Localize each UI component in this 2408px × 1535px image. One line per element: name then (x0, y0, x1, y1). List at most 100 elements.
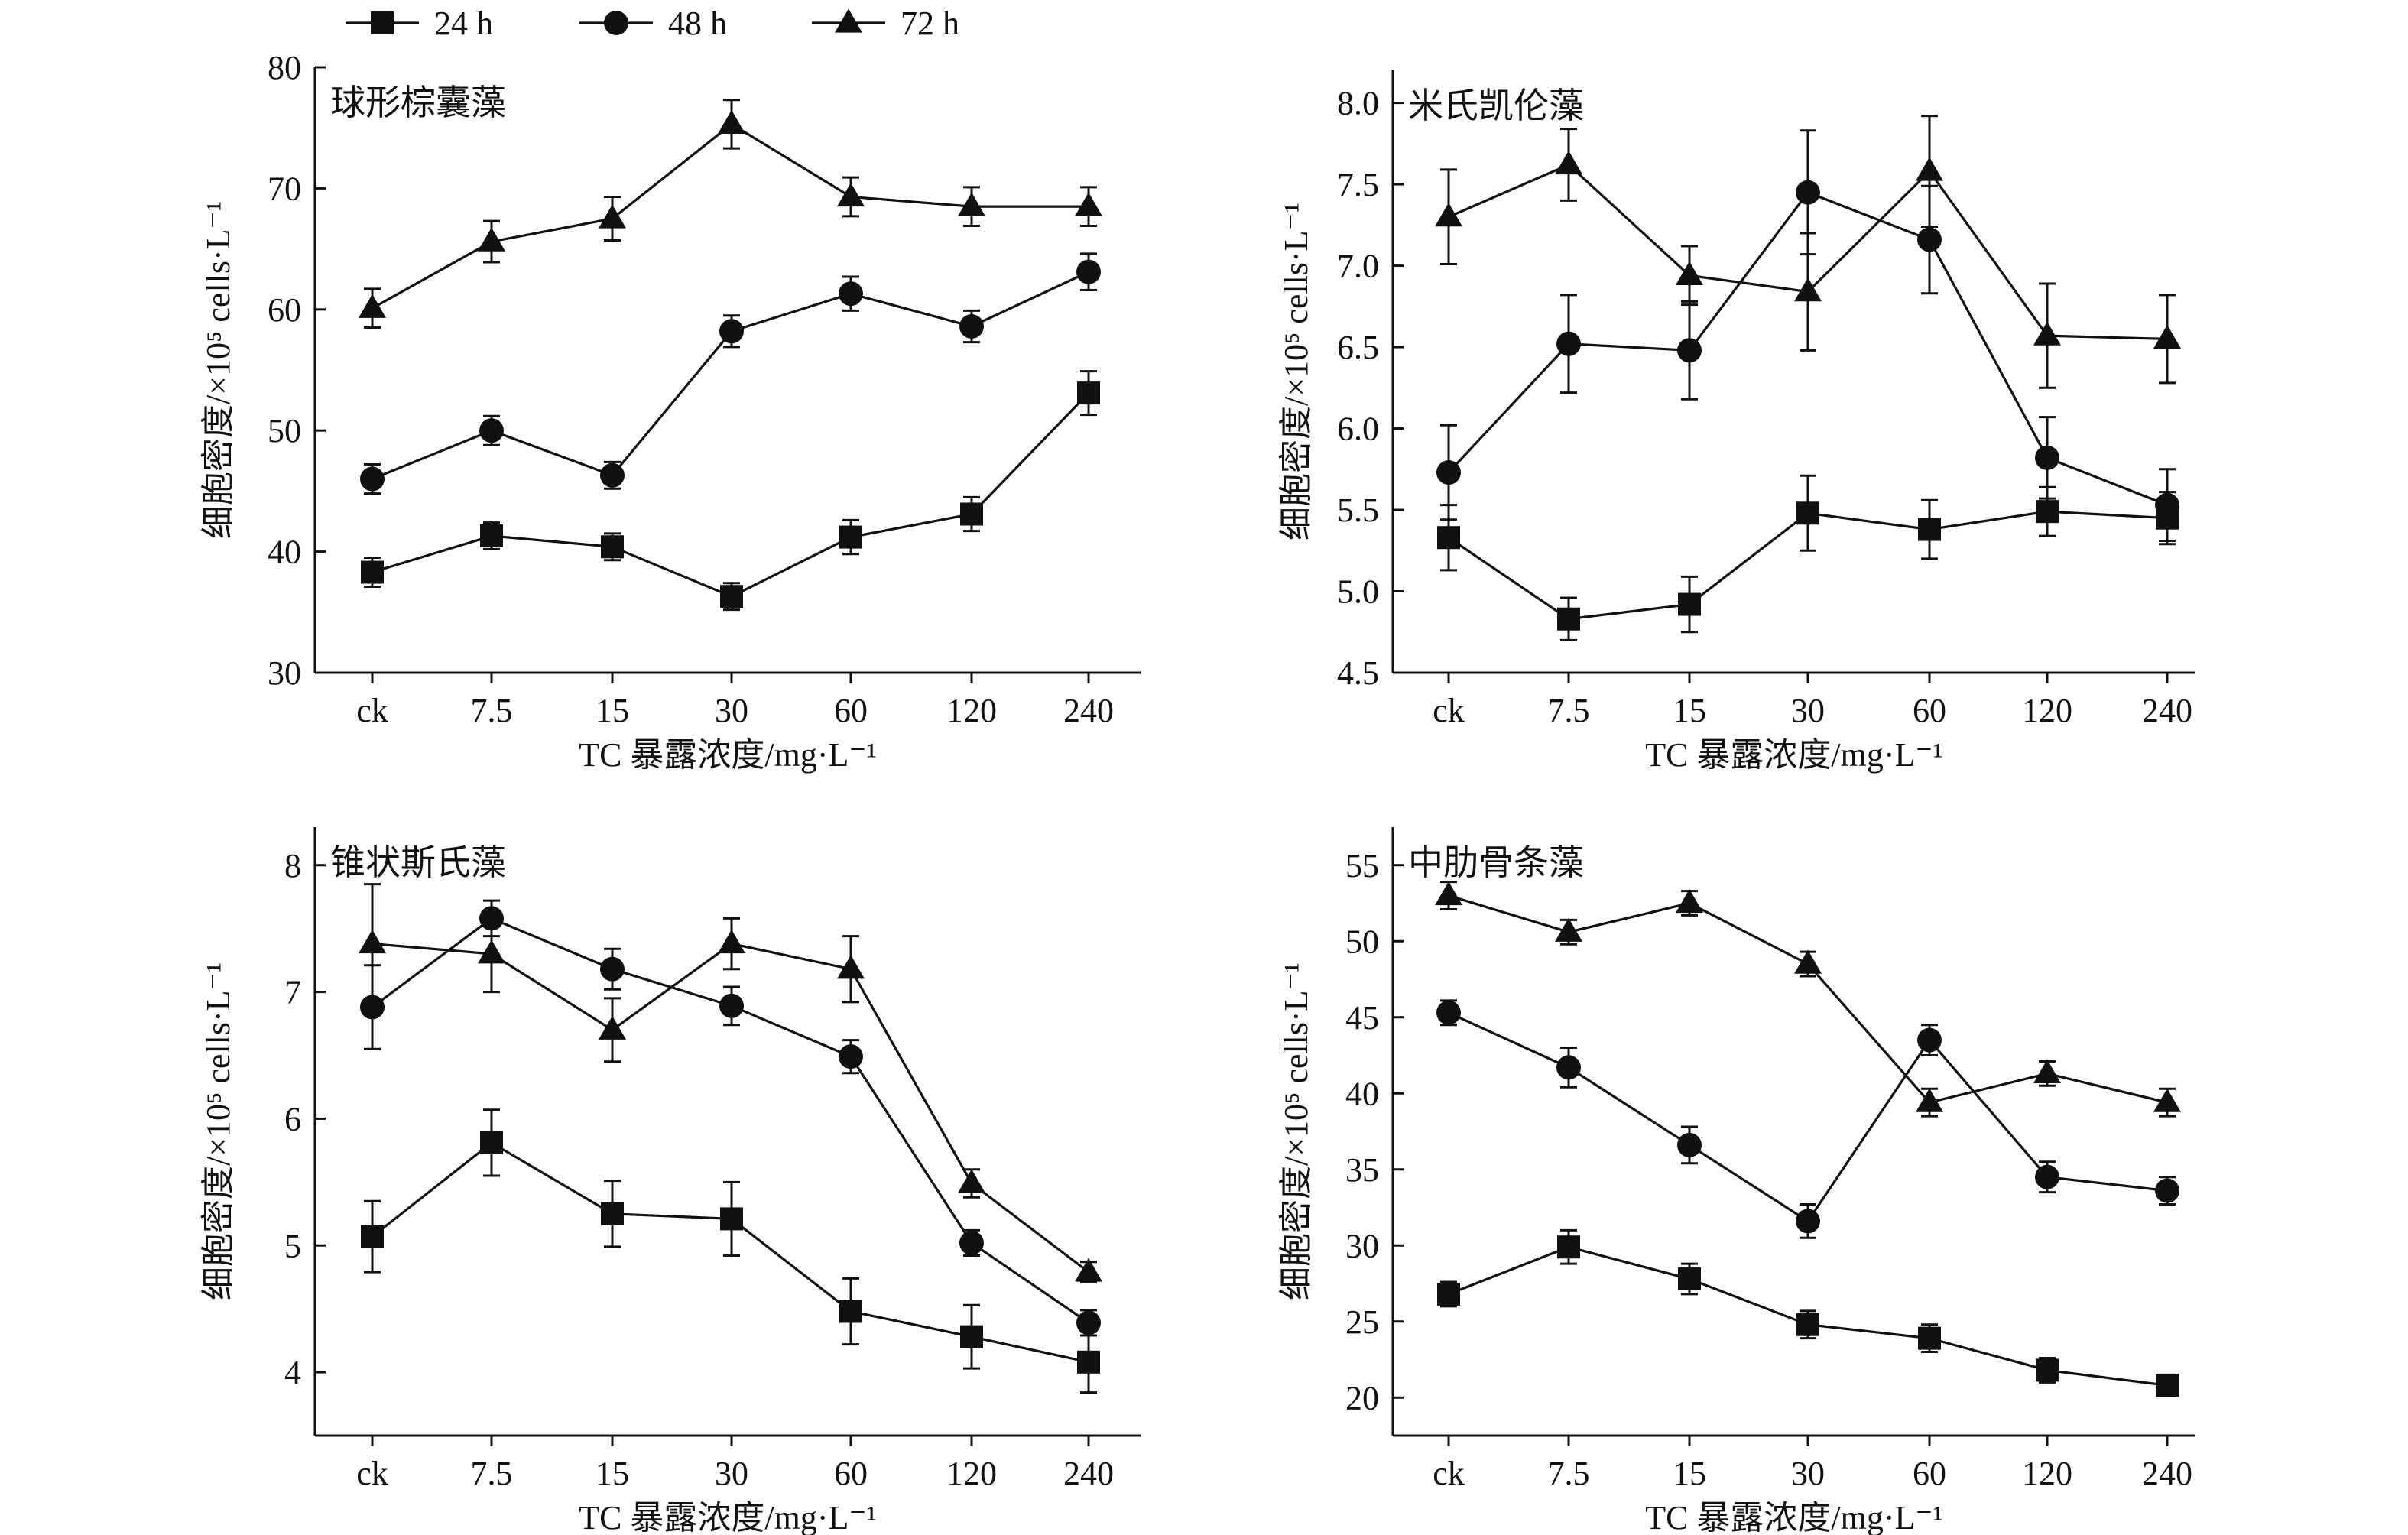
y-tick-label: 70 (268, 170, 301, 207)
data-point (478, 227, 505, 252)
y-tick-label: 8.0 (1337, 85, 1379, 122)
series-72h (359, 99, 1102, 329)
x-tick-label: 120 (2022, 1455, 2072, 1492)
y-tick-label: 5.5 (1337, 492, 1379, 529)
panel-title: 锥状斯氏藻 (330, 842, 506, 883)
data-point (2153, 324, 2181, 349)
y-tick-label: 60 (268, 291, 301, 329)
data-point (1677, 1132, 1702, 1157)
x-tick-label: 240 (1063, 692, 1114, 729)
panel-title: 球形棕囊藻 (330, 82, 506, 123)
x-tick-label: 15 (596, 692, 629, 729)
legend-marker (604, 11, 628, 35)
data-point (1916, 157, 1943, 181)
data-point (1918, 518, 1941, 541)
y-tick-label: 7 (284, 974, 301, 1011)
series-24h (1437, 1228, 2179, 1397)
series-24h (1437, 474, 2179, 641)
data-point (1077, 1350, 1100, 1374)
y-tick-label: 7.0 (1337, 248, 1379, 285)
data-point (1676, 261, 1703, 285)
data-point (718, 109, 745, 135)
legend-label: 24 h (434, 5, 493, 42)
data-point (601, 1202, 624, 1225)
x-tick-label: ck (1433, 692, 1465, 729)
data-point (361, 1225, 384, 1248)
y-axis-label: 细胞密度/×10⁵ cells·L⁻¹ (200, 962, 237, 1300)
data-point (1678, 592, 1701, 616)
x-tick-label: 60 (1913, 692, 1946, 729)
x-tick-label: 30 (715, 692, 748, 729)
panel-title: 米氏凯伦藻 (1408, 85, 1584, 126)
y-tick-label: 50 (1345, 923, 1379, 960)
data-point (1435, 881, 1462, 906)
data-point (1435, 203, 1462, 227)
data-point (359, 294, 386, 318)
series-72h (359, 883, 1102, 1283)
data-point (1796, 1313, 1819, 1336)
data-point (1077, 381, 1100, 405)
series-24h (361, 370, 1100, 612)
y-tick-label: 7.5 (1337, 166, 1379, 203)
series-24h (361, 1108, 1100, 1394)
chart-panel-4: 20 25 30 35 40 45 50 55 ck 7.5 15 30 60 120 240 TC 暴露浓度… (1277, 827, 2195, 1535)
x-tick-label: 30 (715, 1455, 748, 1492)
y-tick-label: 45 (1345, 999, 1379, 1037)
x-tick-label: 15 (596, 1455, 629, 1492)
y-axis-label: 细胞密度/×10⁵ cells·L⁻¹ (200, 201, 237, 539)
data-point (480, 1131, 503, 1154)
legend-marker (371, 11, 394, 34)
data-point (2036, 500, 2059, 524)
data-point (478, 939, 505, 964)
y-axis-label: 细胞密度/×10⁵ cells·L⁻¹ (1277, 203, 1315, 540)
data-point (719, 319, 744, 344)
panel-title: 中肋骨条藻 (1408, 842, 1584, 883)
series-72h (1435, 881, 2181, 1118)
x-axis-label: TC 暴露浓度/mg·L⁻¹ (579, 1499, 877, 1535)
data-point (600, 462, 625, 488)
data-point (1437, 526, 1460, 550)
series-72h (1435, 115, 2181, 389)
x-axis-label: TC 暴露浓度/mg·L⁻¹ (579, 736, 877, 774)
data-point (2153, 1088, 2181, 1112)
data-point (1917, 1027, 1942, 1053)
data-point (1555, 150, 1582, 175)
legend: 24 h 48 h 72 h (346, 5, 959, 42)
data-point (1076, 259, 1101, 284)
data-point (1916, 1088, 1943, 1112)
x-axis-label: TC 暴露浓度/mg·L⁻¹ (1645, 736, 1943, 774)
y-axis-label: 细胞密度/×10⁵ cells·L⁻¹ (1277, 962, 1315, 1300)
x-tick-label: 120 (2022, 692, 2072, 729)
data-point (718, 929, 745, 954)
data-point (1556, 1055, 1581, 1080)
data-point (958, 192, 985, 216)
y-tick-label: 40 (268, 534, 301, 571)
x-tick-label: 120 (946, 1455, 997, 1492)
data-point (960, 502, 983, 526)
y-tick-label: 20 (1345, 1379, 1379, 1417)
data-point (599, 1015, 626, 1040)
data-point (2156, 1374, 2179, 1397)
series-48h (360, 899, 1101, 1337)
x-tick-label: 60 (1913, 1455, 1946, 1492)
data-point (2033, 1059, 2061, 1083)
data-point (837, 955, 865, 979)
chart-panel-1: 30 40 50 60 70 80 ck 7.5 15 30 60 120 240 TC 暴露浓度/mg·… (200, 49, 1141, 774)
data-point (479, 418, 504, 443)
y-tick-label: 40 (1345, 1075, 1379, 1112)
data-point (2155, 1178, 2179, 1203)
series-line (372, 917, 1089, 1324)
data-point (1437, 1282, 1460, 1306)
y-tick-label: 5 (284, 1227, 301, 1264)
x-tick-label: 60 (834, 692, 868, 729)
x-tick-label: 60 (834, 1455, 868, 1492)
legend-item-72h: 72 h (812, 5, 959, 42)
series-48h (360, 252, 1101, 495)
data-point (2035, 1164, 2059, 1189)
series-line (1448, 1011, 2168, 1223)
x-tick-label: 120 (946, 692, 997, 729)
series-48h (1436, 999, 2179, 1239)
chart-panel-3: 4 5 6 7 8 ck 7.5 15 30 60 120 240 TC 暴露浓度/mg·L⁻¹ 细胞密度… (200, 827, 1141, 1535)
x-tick-label: 7.5 (471, 1455, 513, 1492)
